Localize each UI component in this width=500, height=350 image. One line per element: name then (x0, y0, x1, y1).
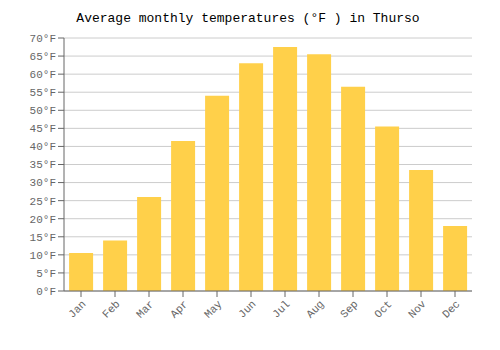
svg-text:25°F: 25°F (30, 196, 56, 208)
svg-text:Apr: Apr (168, 298, 190, 320)
svg-text:65°F: 65°F (30, 51, 56, 63)
svg-text:Feb: Feb (100, 298, 122, 320)
svg-text:70°F: 70°F (30, 33, 56, 45)
svg-text:May: May (202, 298, 225, 321)
svg-text:0°F: 0°F (36, 286, 56, 298)
svg-text:Oct: Oct (372, 298, 394, 320)
svg-text:Dec: Dec (440, 298, 462, 320)
svg-text:Aug: Aug (304, 298, 326, 320)
svg-text:20°F: 20°F (30, 214, 56, 226)
svg-text:Jan: Jan (66, 298, 88, 320)
svg-text:10°F: 10°F (30, 250, 56, 262)
svg-text:60°F: 60°F (30, 69, 56, 81)
svg-text:55°F: 55°F (30, 87, 56, 99)
html-text:Average monthly temperatures (: Average monthly temperatures (°F ) in Th… (76, 11, 420, 26)
svg-text:15°F: 15°F (30, 232, 56, 244)
svg-text:Mar: Mar (134, 298, 156, 320)
svg-text:35°F: 35°F (30, 159, 56, 171)
svg-text:45°F: 45°F (30, 123, 56, 135)
svg-text:Jul: Jul (270, 298, 292, 320)
svg-text:40°F: 40°F (30, 141, 56, 153)
svg-text:Jun: Jun (236, 298, 258, 320)
svg-text:30°F: 30°F (30, 177, 56, 189)
svg-text:Nov: Nov (406, 298, 429, 321)
svg-text:50°F: 50°F (30, 105, 56, 117)
svg-text:5°F: 5°F (36, 268, 56, 280)
svg-text:Sep: Sep (338, 298, 360, 320)
